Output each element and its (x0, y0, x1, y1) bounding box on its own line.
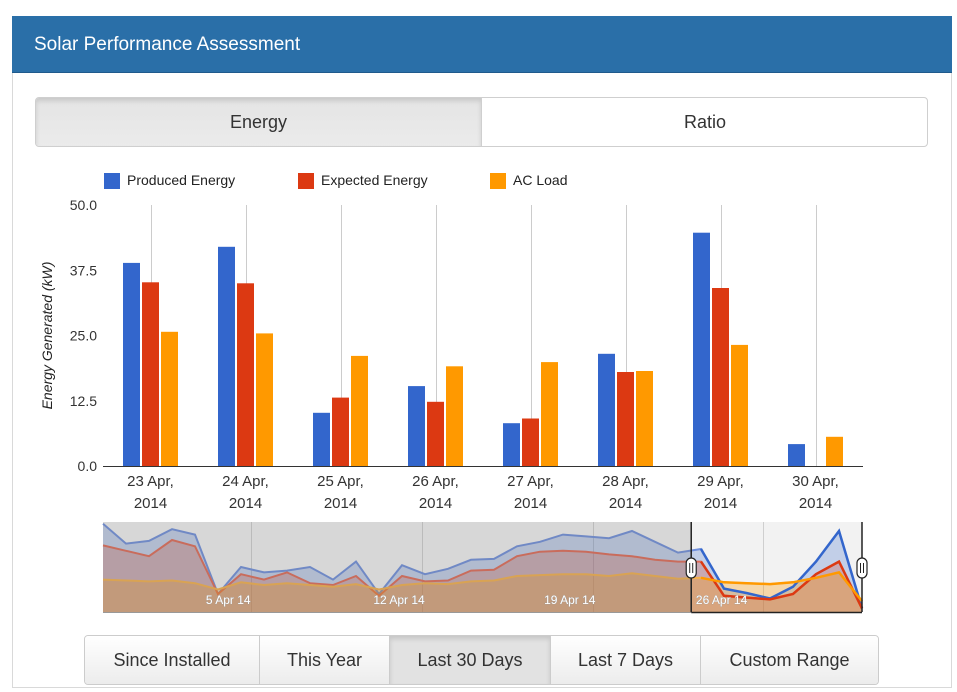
navigator-selected-line (700, 571, 863, 602)
bar-produced-energy (693, 232, 710, 466)
bar-ac-load (826, 436, 843, 466)
legend-label-expected: Expected Energy (321, 172, 428, 188)
navigator-ac-load-area (103, 572, 862, 612)
navigator-selected-line (699, 528, 864, 609)
x-tick-label: 23 Apr, (127, 473, 174, 490)
panel-title: Solar Performance Assessment (34, 34, 301, 55)
bar-expected-energy (427, 401, 444, 466)
bar-expected-energy (142, 282, 159, 466)
legend-label-produced: Produced Energy (127, 172, 236, 188)
x-tick-label: 27 Apr, (507, 473, 554, 490)
x-tick-label: 26 Apr, (412, 473, 459, 490)
x-tick-label: 29 Apr, (697, 473, 744, 490)
legend-swatch-produced (104, 173, 120, 189)
bar-expected-energy (237, 283, 254, 466)
tab-ratio[interactable]: Ratio (683, 112, 727, 132)
x-tick-label-year: 2014 (704, 495, 737, 512)
bar-produced-energy (598, 353, 615, 466)
legend-swatch-expected (298, 173, 314, 189)
bar-produced-energy (313, 412, 330, 466)
bar-produced-energy (218, 246, 235, 466)
bar-produced-energy (408, 386, 425, 466)
y-tick-label: 0.0 (78, 458, 98, 474)
bar-expected-energy (617, 372, 634, 466)
navigator-date-label: 5 Apr 14 (206, 593, 251, 607)
tab-energy[interactable]: Energy (36, 98, 482, 146)
navigator-unselected-mask (103, 522, 692, 612)
x-tick-label: 30 Apr, (792, 473, 839, 490)
x-tick-label-year: 2014 (229, 495, 262, 512)
bar-ac-load (161, 331, 178, 466)
custom-range-button[interactable]: Custom Range (701, 636, 878, 684)
navigator-date-label: 12 Apr 14 (373, 593, 425, 607)
this-year-button[interactable]: This Year (260, 636, 390, 684)
y-axis-label: Energy Generated (kW) (39, 262, 55, 410)
bar-expected-energy (522, 418, 539, 466)
range-selector: Since Installed This Year Last 30 Days L… (84, 635, 879, 685)
bar-expected-energy (332, 397, 349, 466)
x-tick-label-year: 2014 (609, 495, 642, 512)
panel-header: Solar Performance Assessment (12, 16, 952, 73)
navigator-right-handle[interactable] (856, 557, 868, 579)
last-7-days-button[interactable]: Last 7 Days (551, 636, 701, 684)
x-tick-label: 25 Apr, (317, 473, 364, 490)
navigator-expected-area (103, 540, 862, 612)
x-tick-label: 24 Apr, (222, 473, 269, 490)
navigator-date-label: 26 Apr 14 (696, 593, 748, 607)
navigator-selected-line (699, 559, 864, 609)
bar-ac-load (351, 355, 368, 466)
since-installed-button[interactable]: Since Installed (85, 636, 260, 684)
bar-ac-load (446, 366, 463, 466)
y-tick-label: 50.0 (70, 197, 97, 213)
bar-ac-load (731, 344, 748, 466)
y-tick-label: 12.5 (70, 393, 97, 409)
legend-swatch-ac-load (490, 173, 506, 189)
x-tick-label-year: 2014 (799, 495, 832, 512)
x-tick-label-year: 2014 (419, 495, 452, 512)
bar-ac-load (256, 333, 273, 466)
bar-produced-energy (503, 423, 520, 466)
x-tick-label-year: 2014 (514, 495, 547, 512)
bar-ac-load (636, 371, 653, 466)
view-toggle: Energy Ratio (35, 97, 928, 147)
legend-label-ac-load: AC Load (513, 172, 568, 188)
bar-produced-energy (123, 262, 140, 466)
x-tick-label-year: 2014 (324, 495, 357, 512)
navigator-left-handle[interactable] (685, 557, 697, 579)
navigator-produced-area (103, 523, 862, 612)
bar-ac-load (541, 362, 558, 466)
navigator-date-label: 19 Apr 14 (544, 593, 596, 607)
x-tick-label-year: 2014 (134, 495, 167, 512)
y-tick-label: 25.0 (70, 328, 97, 344)
last-30-days-button[interactable]: Last 30 Days (390, 636, 551, 684)
y-tick-label: 37.5 (70, 262, 97, 278)
bar-produced-energy (788, 444, 805, 466)
bar-expected-energy (712, 288, 729, 466)
x-tick-label: 28 Apr, (602, 473, 649, 490)
